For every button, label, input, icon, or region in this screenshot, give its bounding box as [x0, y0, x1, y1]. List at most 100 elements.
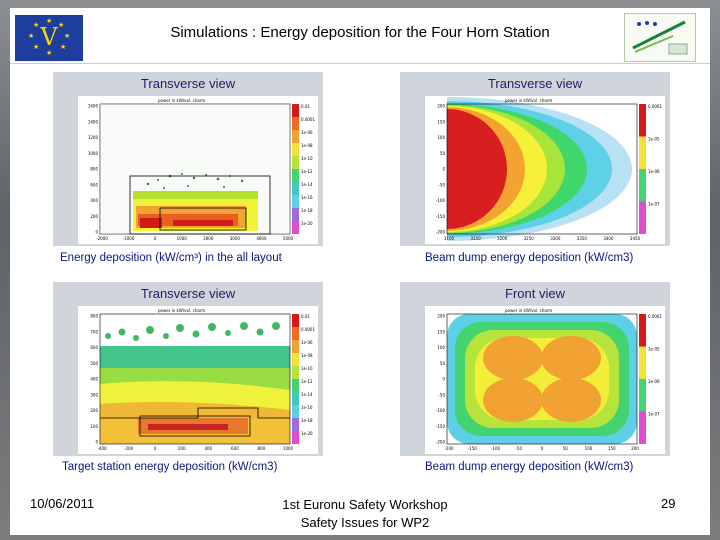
legend-label: 1e-18 — [301, 418, 313, 423]
y-tick-label: -200 — [436, 230, 446, 235]
caption-all-layout: Energy deposition (kW/cm³) in the all la… — [60, 252, 282, 264]
x-tick-label: -400 — [97, 446, 107, 451]
legend-swatch — [292, 195, 299, 208]
x-tick-label: 100 — [585, 446, 593, 451]
legend-swatch — [639, 346, 646, 379]
x-tick-label: 3100 — [444, 236, 455, 241]
euronu-logo-icon — [624, 13, 696, 62]
legend-label: 1e-08 — [301, 353, 313, 358]
footer-date: 10/06/2011 — [30, 496, 95, 511]
y-tick-label: 0 — [95, 230, 98, 235]
slide-title: Simulations : Energy deposition for the … — [170, 24, 550, 41]
x-tick-label: -200 — [124, 446, 134, 451]
x-tick-label: 3150 — [470, 236, 481, 241]
x-tick-label: 1000 — [177, 236, 188, 241]
eu-flag-icon: V ★ ★ ★ ★ ★ ★ ★ ★ — [15, 15, 83, 61]
x-tick-label: 600 — [231, 446, 239, 451]
legend-swatch — [292, 117, 299, 130]
x-tick-label: -100 — [491, 446, 501, 451]
plot-area: power in kW/vol. charm 1600 1400 1200 1000 8… — [78, 96, 318, 244]
x-tick-label: 1000 — [283, 446, 294, 451]
x-tick-label: 800 — [258, 446, 266, 451]
legend-swatch — [292, 130, 299, 143]
legend-swatch — [639, 136, 646, 169]
y-tick-label: -50 — [438, 182, 445, 187]
legend-label: 1e-12 — [301, 169, 313, 174]
legend-label: 1e-10 — [301, 156, 313, 161]
x-tick-label: -2000 — [96, 236, 108, 241]
legend-label: 1e-06 — [648, 169, 660, 174]
panel-transverse-beam-dump: Transverse view power in kW/vol. charm 2… — [262, 72, 670, 246]
legend-label: 0.0001 — [301, 117, 315, 122]
y-tick-label: 50 — [440, 151, 446, 156]
x-tick-label: 0 — [154, 446, 157, 451]
plot-area: power in kW/vol. charm 200 150 100 50 0 -50 -1… — [425, 306, 665, 454]
legend-swatch — [292, 182, 299, 195]
panel-title: Front view — [505, 286, 565, 301]
x-tick-label: -200 — [444, 446, 454, 451]
footer-page-number: 29 — [661, 496, 676, 511]
legend-swatch — [292, 405, 299, 418]
legend-label: 0.01 — [301, 104, 310, 109]
legend-label: 1e-20 — [301, 221, 313, 226]
caption-target-station: Target station energy deposition (kW/cm3… — [62, 461, 278, 473]
legend-label: 1e-07 — [648, 202, 660, 207]
y-tick-label: 1600 — [88, 104, 99, 109]
legend-swatch — [639, 379, 646, 412]
panel-transverse-target-station: Transverse view power in kW/vol. charm 8… — [53, 282, 323, 456]
legend-label: 1e-05 — [648, 347, 660, 352]
y-tick-label: 200 — [90, 408, 98, 413]
y-tick-label: 150 — [437, 329, 445, 334]
footer-event-line1: 1st Euronu Safety Workshop — [282, 497, 448, 512]
x-tick-label: 400 — [204, 446, 212, 451]
legend-swatch — [292, 418, 299, 431]
legend-swatch — [639, 169, 646, 202]
legend-swatch — [292, 327, 299, 340]
y-tick-label: -150 — [436, 214, 446, 219]
y-tick-label: 0 — [95, 440, 98, 445]
x-tick-label: 3250 — [524, 236, 535, 241]
legend-label: 1e-06 — [648, 379, 660, 384]
y-tick-label: 200 — [437, 104, 445, 109]
legend-swatch — [292, 353, 299, 366]
plot-header: power in kW/vol. charm — [505, 308, 552, 313]
legend-swatch — [639, 201, 646, 234]
legend-label: 1e-14 — [301, 392, 313, 397]
y-tick-label: 700 — [90, 329, 98, 334]
x-tick-label: -150 — [468, 446, 478, 451]
x-tick-label: 3200 — [497, 236, 508, 241]
caption-beam-dump-front: Beam dump energy deposition (kW/cm3) — [425, 461, 634, 473]
legend-swatch — [292, 104, 299, 117]
y-tick-label: -50 — [438, 392, 445, 397]
x-tick-label: 3400 — [603, 236, 614, 241]
legend-label: 1e-20 — [301, 431, 313, 436]
legend-swatch — [292, 392, 299, 405]
y-tick-label: -100 — [436, 198, 446, 203]
plot-header: power in kW/vol. charm — [505, 98, 552, 103]
legend-swatch — [292, 169, 299, 182]
y-tick-label: 600 — [90, 182, 98, 187]
y-tick-label: 150 — [437, 119, 445, 124]
plot-area: power in kW/vol. charm 200 150 100 50 0 -50 -1… — [262, 96, 665, 244]
y-tick-label: 200 — [90, 214, 98, 219]
y-tick-label: 200 — [437, 314, 445, 319]
x-tick-label: -50 — [515, 446, 522, 451]
x-tick-label: 150 — [608, 446, 616, 451]
legend-swatch — [292, 314, 299, 327]
x-tick-label: 0 — [541, 446, 544, 451]
legend-swatch — [292, 143, 299, 156]
contour-plot: power in kW/vol. charm 1600 1400 1200 1000 8… — [88, 98, 316, 241]
x-tick-label: 5000 — [283, 236, 294, 241]
y-tick-label: 400 — [90, 198, 98, 203]
legend-swatch — [292, 156, 299, 169]
y-tick-label: -150 — [436, 424, 446, 429]
x-tick-label: 2000 — [203, 236, 214, 241]
x-tick-label: 50 — [563, 446, 569, 451]
legend-label: 1e-06 — [301, 130, 313, 135]
x-tick-label: 0 — [154, 236, 157, 241]
legend-label: 1e-12 — [301, 379, 313, 384]
contour-plot: power in kW/vol. charm 800 700 600 500 400 30… — [90, 308, 315, 451]
legend-label: 1e-16 — [301, 195, 313, 200]
y-tick-label: 300 — [90, 392, 98, 397]
legend-label: 0.0001 — [648, 104, 662, 109]
